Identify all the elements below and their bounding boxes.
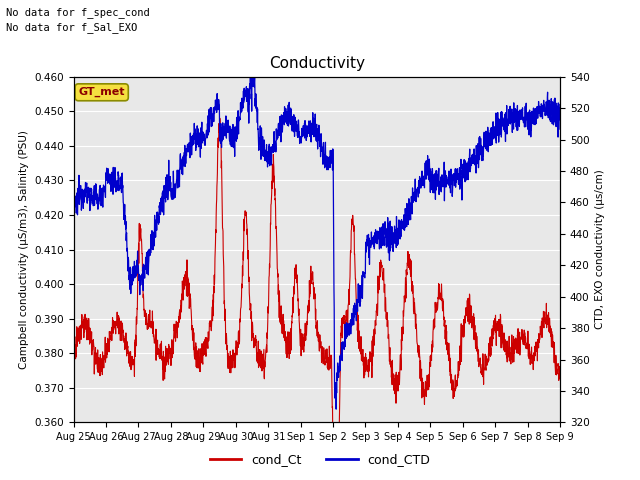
Line: cond_Ct: cond_Ct	[74, 118, 560, 480]
cond_CTD	[332, 406, 340, 412]
cond_Ct	[216, 115, 223, 121]
Y-axis label: CTD, EXO conductivity (μs/cm): CTD, EXO conductivity (μs/cm)	[595, 170, 605, 329]
cond_CTD	[246, 63, 254, 69]
cond_CTD	[556, 126, 564, 132]
Legend: cond_Ct, cond_CTD: cond_Ct, cond_CTD	[205, 448, 435, 471]
cond_CTD	[543, 100, 550, 106]
cond_Ct	[70, 354, 77, 360]
Line: cond_CTD: cond_CTD	[74, 66, 560, 409]
Y-axis label: Campbell conductivity (μS/m3), Salinity (PSU): Campbell conductivity (μS/m3), Salinity …	[19, 130, 29, 369]
cond_CTD	[453, 170, 461, 176]
Text: GT_met: GT_met	[79, 87, 125, 97]
cond_Ct	[542, 321, 550, 326]
cond_Ct	[543, 300, 550, 306]
cond_Ct	[294, 283, 301, 288]
Text: No data for f_spec_cond: No data for f_spec_cond	[6, 7, 150, 18]
Text: No data for f_Sal_EXO: No data for f_Sal_EXO	[6, 22, 138, 33]
cond_CTD	[95, 195, 102, 201]
cond_CTD	[307, 118, 314, 124]
cond_Ct	[307, 290, 314, 296]
cond_Ct	[556, 375, 564, 381]
cond_CTD	[542, 99, 550, 105]
cond_Ct	[95, 369, 102, 375]
cond_CTD	[294, 133, 301, 139]
cond_Ct	[453, 377, 461, 383]
cond_CTD	[70, 210, 77, 216]
Title: Conductivity: Conductivity	[269, 57, 365, 72]
